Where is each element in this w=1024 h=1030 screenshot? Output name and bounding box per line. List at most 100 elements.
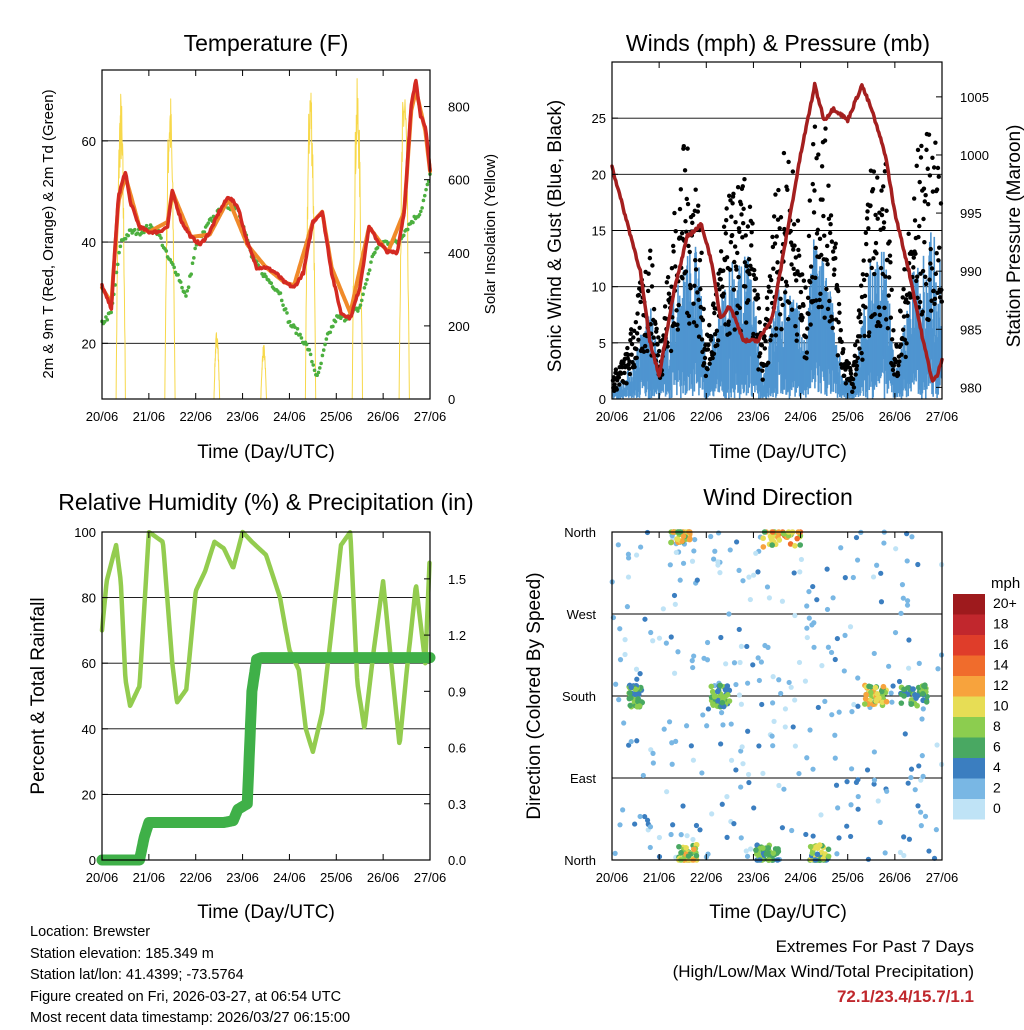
direction-marker <box>644 817 651 823</box>
gust-marker <box>811 141 816 147</box>
gust-marker <box>692 283 697 289</box>
direction-marker <box>920 773 926 780</box>
gust-marker <box>885 257 890 263</box>
pressure-line <box>610 81 944 383</box>
gust-marker <box>641 349 647 354</box>
gust-marker <box>856 308 862 313</box>
gust-marker <box>826 216 832 222</box>
direction-marker <box>674 536 681 543</box>
direction-marker <box>758 659 764 665</box>
direction-marker <box>855 675 861 681</box>
gust-marker <box>683 269 689 274</box>
gust-marker <box>835 353 841 358</box>
gust-marker <box>923 281 929 287</box>
gust-marker <box>827 298 832 304</box>
station-elevation: Station elevation: 185.349 m <box>30 945 214 962</box>
temperature-xlabel: Time (Day/UTC) <box>197 442 335 463</box>
direction-marker <box>908 774 914 781</box>
gust-marker <box>821 213 826 219</box>
direction-marker <box>828 649 835 656</box>
x-tick-label: 27/06 <box>414 409 447 424</box>
gust-marker <box>766 284 771 289</box>
gust-marker <box>936 174 941 179</box>
direction-marker <box>836 709 842 715</box>
dewpoint-marker <box>361 292 365 297</box>
gust-marker <box>693 258 698 263</box>
gust-marker <box>633 320 639 325</box>
gust-marker <box>693 267 699 272</box>
gust-marker <box>861 277 867 283</box>
y-tick-label: 15 <box>592 224 606 239</box>
direction-marker <box>912 787 918 793</box>
gust-marker <box>819 252 824 258</box>
x-tick-label: 22/06 <box>690 870 723 885</box>
direction-marker <box>745 680 751 686</box>
direction-marker <box>746 779 752 786</box>
direction-marker <box>866 683 872 690</box>
gust-marker <box>917 179 922 185</box>
gust-marker <box>893 358 899 364</box>
gust-marker <box>739 212 744 217</box>
dewpoint-marker <box>126 233 131 238</box>
gust-marker <box>925 166 930 171</box>
direction-marker <box>883 698 890 705</box>
dewpoint-marker <box>308 352 313 357</box>
y-right-tick-label: 0.9 <box>448 684 466 699</box>
temperature-ylabel-right: Solar Insolation (Yellow) <box>482 154 499 314</box>
dewpoint-marker <box>182 290 187 295</box>
gust-marker <box>634 355 639 360</box>
direction-marker <box>626 690 633 696</box>
gust-marker <box>798 289 804 295</box>
gust-marker <box>819 164 825 169</box>
direction-marker <box>685 853 692 859</box>
direction-marker <box>775 846 781 852</box>
gust-marker <box>890 367 896 373</box>
gust-marker <box>791 266 796 272</box>
dewpoint-marker <box>164 249 169 253</box>
gust-marker <box>613 367 619 372</box>
gust-marker <box>735 250 740 256</box>
gust-marker <box>863 305 868 310</box>
direction-marker <box>656 834 662 841</box>
gust-marker <box>901 314 907 319</box>
direction-marker <box>691 653 697 659</box>
y-tick-label: West <box>567 607 597 622</box>
direction-marker <box>830 595 836 601</box>
gust-marker <box>614 387 619 392</box>
gust-marker <box>721 268 726 273</box>
gust-marker <box>866 333 871 339</box>
gust-marker <box>873 240 879 246</box>
gust-marker <box>738 202 744 207</box>
humidity-panel: Relative Humidity (%) & Precipitation (i… <box>28 489 474 923</box>
y-tick-label: 0 <box>89 853 96 868</box>
direction-marker <box>770 850 777 856</box>
gust-marker <box>626 366 632 371</box>
temperature-plot-frame <box>101 69 431 400</box>
gust-marker <box>895 372 901 378</box>
gust-marker <box>900 327 906 332</box>
dewpoint-marker <box>366 271 371 276</box>
x-tick-label: 26/06 <box>879 409 912 424</box>
x-tick-label: 21/06 <box>133 870 166 885</box>
direction-marker <box>626 742 632 748</box>
direction-marker <box>709 688 716 695</box>
gust-marker <box>672 210 677 216</box>
gust-marker <box>695 290 700 295</box>
gust-marker <box>826 183 831 188</box>
gust-marker <box>823 126 828 131</box>
y-tick-label: 40 <box>82 235 96 250</box>
gust-marker <box>900 295 905 300</box>
direction-marker <box>683 723 690 729</box>
y-tick-label: 10 <box>592 280 606 295</box>
gust-marker <box>850 376 856 382</box>
station-info: Location: Brewster Station elevation: 18… <box>30 922 350 1030</box>
gust-marker <box>859 350 864 356</box>
x-tick-label: 23/06 <box>226 409 259 424</box>
direction-marker <box>617 626 623 632</box>
direction-marker <box>833 782 840 788</box>
gust-marker <box>647 255 653 261</box>
direction-marker <box>876 695 882 701</box>
dewpoint-marker <box>102 320 107 324</box>
gust-marker <box>728 239 734 245</box>
temperature-x-ticks: 20/06 21/06 22/06 23/06 24/06 25/06 26/06 27/06 <box>86 70 447 424</box>
